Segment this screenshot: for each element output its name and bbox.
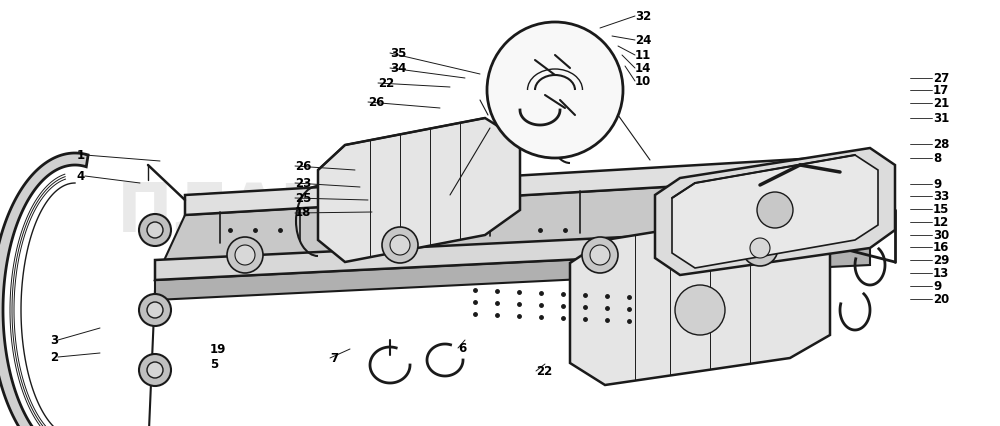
Circle shape (147, 302, 163, 318)
Text: 11: 11 (635, 49, 651, 62)
Text: 25: 25 (295, 192, 311, 204)
Text: 22: 22 (378, 77, 394, 89)
Text: 32: 32 (635, 10, 651, 23)
Text: 5: 5 (210, 358, 218, 371)
Text: 26: 26 (295, 160, 311, 173)
Circle shape (147, 222, 163, 238)
Text: 2: 2 (50, 351, 58, 364)
Text: 7: 7 (330, 352, 338, 365)
Text: 17: 17 (933, 84, 949, 97)
Circle shape (757, 192, 793, 228)
Circle shape (227, 237, 263, 273)
Text: 9: 9 (933, 280, 941, 293)
Text: 26: 26 (368, 96, 384, 109)
Circle shape (590, 245, 610, 265)
Circle shape (675, 285, 725, 335)
Text: 15: 15 (933, 203, 949, 216)
Text: 35: 35 (390, 47, 406, 60)
Polygon shape (0, 153, 88, 426)
Circle shape (139, 354, 171, 386)
Text: 18: 18 (295, 207, 311, 219)
Text: 8: 8 (933, 152, 941, 165)
Circle shape (742, 230, 778, 266)
Circle shape (139, 214, 171, 246)
Text: 14: 14 (635, 62, 651, 75)
Polygon shape (672, 155, 878, 268)
Text: 20: 20 (933, 293, 949, 305)
Text: 24: 24 (635, 34, 651, 47)
Text: 6: 6 (458, 342, 466, 355)
Text: 31: 31 (933, 112, 949, 125)
Text: 30: 30 (933, 229, 949, 242)
Polygon shape (155, 225, 870, 280)
Text: 3: 3 (50, 334, 58, 347)
Circle shape (582, 237, 618, 273)
Text: 12: 12 (933, 216, 949, 229)
Text: 9: 9 (933, 178, 941, 190)
Text: 19: 19 (210, 343, 226, 356)
Text: 21: 21 (933, 97, 949, 110)
Circle shape (750, 238, 770, 258)
Text: 22: 22 (536, 365, 552, 378)
Text: 1: 1 (77, 149, 85, 162)
Text: 27: 27 (933, 72, 949, 85)
Polygon shape (655, 148, 895, 275)
Circle shape (382, 227, 418, 263)
Text: ПЛАНЕТА ЖЕЛЕЗКА: ПЛАНЕТА ЖЕЛЕЗКА (117, 180, 883, 246)
Text: 16: 16 (933, 242, 949, 254)
Polygon shape (318, 118, 520, 262)
Text: 29: 29 (933, 254, 949, 267)
Text: 33: 33 (933, 190, 949, 203)
Circle shape (235, 245, 255, 265)
Text: 4: 4 (77, 170, 85, 183)
Text: 10: 10 (635, 75, 651, 88)
Circle shape (390, 235, 410, 255)
Circle shape (487, 22, 623, 158)
Text: 28: 28 (933, 138, 949, 151)
Text: 13: 13 (933, 267, 949, 280)
Polygon shape (185, 155, 870, 215)
Polygon shape (155, 245, 870, 300)
Polygon shape (570, 210, 830, 385)
Polygon shape (155, 175, 870, 280)
Text: 34: 34 (390, 62, 406, 75)
Circle shape (139, 294, 171, 326)
Circle shape (147, 362, 163, 378)
Text: 23: 23 (295, 177, 311, 190)
